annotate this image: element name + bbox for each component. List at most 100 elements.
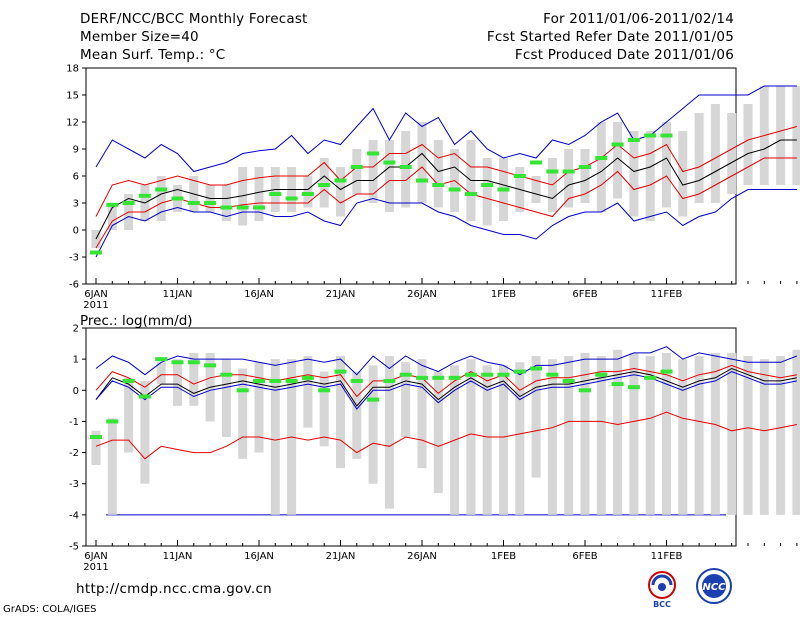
precipitation-spread-bar: [678, 359, 688, 515]
temperature-observed-marker: [138, 193, 151, 198]
temperature-spread-bar: [254, 167, 264, 221]
precipitation-spread-bar: [417, 359, 427, 469]
temperature-observed-marker: [253, 205, 265, 210]
temperature-y-tick-label: 12: [66, 118, 79, 129]
temperature-observed-marker: [334, 178, 347, 183]
temperature-spread-bar: [776, 86, 786, 185]
precipitation-spread-bar: [336, 356, 345, 469]
temperature-x-tick-label: 11FEB: [651, 289, 683, 300]
temperature-y-tick-label: 15: [66, 91, 79, 102]
precipitation-spread-bar: [694, 356, 704, 515]
temperature-spread-bar: [417, 122, 427, 203]
precipitation-x-tick-label: 1FEB: [491, 551, 516, 562]
temperature-y-tick-label: -6: [69, 280, 79, 291]
temperature-x-tick-label: 16JAN: [244, 289, 274, 300]
temperature-observed-marker: [579, 165, 591, 169]
source-url[interactable]: http://cmdp.ncc.cma.gov.cn: [76, 581, 273, 597]
temperature-spread-bar: [482, 158, 492, 226]
temperature-spread-bar: [368, 140, 378, 203]
precipitation-observed-marker: [236, 388, 249, 393]
precipitation-title: Prec.: log(mm/d): [80, 313, 193, 329]
temperature-spread-bar: [678, 131, 688, 217]
temperature-observed-marker: [481, 183, 494, 187]
precipitation-observed-marker: [383, 378, 396, 383]
precipitation-observed-marker: [106, 419, 119, 424]
precipitation-y-tick-label: -2: [69, 448, 79, 459]
precipitation-spread-lower-line: [95, 411, 797, 460]
precipitation-observed-marker: [611, 382, 624, 387]
fcst-produced-date: Fcst Produced Date 2011/01/06: [514, 47, 734, 63]
precipitation-spread-bar: [531, 356, 541, 478]
temperature-spread-bar: [613, 122, 623, 199]
precipitation-spread-bar: [140, 380, 150, 484]
temperature-spread-bar: [433, 140, 443, 208]
temperature-x-tick-label: 26JAN: [407, 289, 437, 300]
precipitation-max-envelope-line: [95, 346, 798, 376]
precipitation-spread-bar: [482, 365, 492, 515]
temperature-observed-marker: [513, 174, 526, 178]
precipitation-spread-bar: [352, 371, 362, 459]
temperature-observed-marker: [285, 196, 298, 201]
precipitation-observed-marker: [530, 366, 543, 371]
precipitation-observed-marker: [416, 375, 428, 380]
precipitation-spread-bar: [91, 430, 101, 466]
precipitation-observed-marker: [155, 357, 168, 362]
bcc-logo: BCC: [648, 571, 676, 609]
temperature-observed-marker: [448, 187, 461, 192]
temperature-x-tick-label: 6FEB: [572, 289, 597, 300]
temperature-spread-bar: [401, 131, 411, 208]
temperature-spread-bar: [303, 176, 313, 208]
temperature-ensemble-mean-line: [95, 139, 797, 240]
precipitation-x-tick-label: 11FEB: [651, 551, 683, 562]
temperature-observed-marker: [350, 165, 363, 169]
precipitation-year-label: 2011: [83, 562, 108, 573]
precipitation-x-tick-label: 21JAN: [326, 551, 356, 562]
temperature-observed-marker: [464, 192, 477, 196]
precipitation-spread-bar: [613, 349, 623, 515]
precipitation-spread-bar: [238, 368, 248, 459]
precipitation-observed-marker: [90, 435, 102, 439]
precipitation-y-tick-label: -4: [69, 510, 79, 521]
temperature-observed-marker: [660, 133, 673, 138]
precipitation-observed-marker: [350, 378, 363, 383]
precipitation-y-tick-label: -3: [69, 479, 79, 490]
precipitation-spread-bar: [759, 359, 769, 515]
temperature-observed-marker: [155, 187, 168, 192]
precipitation-spread-bar: [580, 352, 590, 515]
precipitation-spread-upper-line: [95, 364, 797, 398]
precipitation-ensemble-mean-line: [95, 367, 797, 407]
temperature-spread-bar: [156, 176, 166, 221]
temperature-y-tick-label: 9: [73, 145, 79, 156]
precipitation-spread-bar: [596, 356, 606, 515]
temperature-y-tick-label: 18: [66, 64, 79, 75]
precipitation-y-tick-label: 0: [73, 386, 79, 397]
temperature-spread-bar: [662, 122, 671, 208]
temperature-observed-marker: [367, 151, 380, 156]
member-size-label: Member Size=40: [80, 29, 199, 45]
temperature-observed-marker: [399, 165, 412, 169]
precipitation-spread-bar: [401, 362, 411, 437]
temperature-observed-marker: [416, 178, 428, 183]
variable-label: Mean Surf. Temp.: °C: [80, 47, 226, 63]
temperature-max-envelope-line: [95, 85, 797, 173]
temperature-observed-marker: [318, 183, 331, 187]
temperature-spread-bar: [727, 113, 737, 194]
logos: BCC NCC: [648, 568, 732, 609]
temperature-spread-bar: [596, 122, 606, 212]
temperature-spread-bar: [743, 104, 753, 185]
temperature-spread-lower-line: [95, 157, 797, 249]
precipitation-spread-bar: [107, 418, 117, 515]
precipitation-observed-marker: [187, 360, 200, 365]
temperature-observed-marker: [204, 201, 217, 205]
temperature-spread-bar: [107, 203, 117, 230]
temperature-observed-marker: [301, 192, 314, 196]
temperature-observed-marker: [383, 160, 396, 165]
forecast-period: For 2011/01/06-2011/02/14: [543, 11, 734, 27]
temperature-observed-marker: [627, 138, 640, 142]
ncc-logo-text: NCC: [702, 582, 726, 593]
precipitation-spread-bar: [547, 359, 557, 515]
precipitation-min-envelope-line: [95, 371, 797, 410]
precipitation-spread-bar: [270, 359, 280, 515]
precipitation-observed-marker: [595, 372, 608, 377]
